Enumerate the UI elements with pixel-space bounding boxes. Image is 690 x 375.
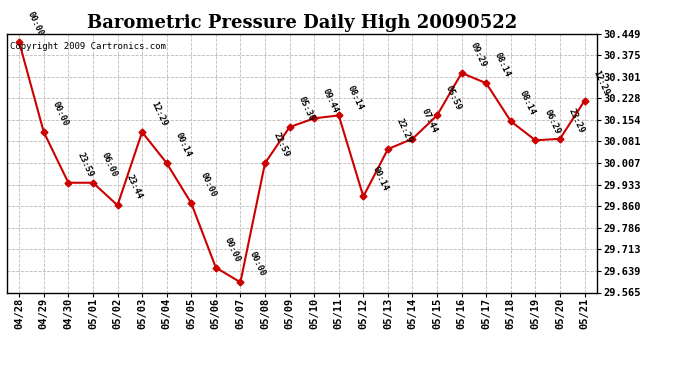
Text: 00:00: 00:00	[51, 100, 70, 128]
Text: 08:14: 08:14	[493, 51, 513, 79]
Text: 12:29: 12:29	[591, 69, 611, 97]
Title: Barometric Pressure Daily High 20090522: Barometric Pressure Daily High 20090522	[87, 14, 517, 32]
Text: 00:00: 00:00	[198, 171, 217, 199]
Text: 05:59: 05:59	[444, 84, 463, 111]
Text: 22:59: 22:59	[272, 131, 291, 159]
Text: 07:44: 07:44	[420, 107, 439, 135]
Text: 08:14: 08:14	[518, 90, 537, 117]
Text: 09:29: 09:29	[469, 41, 488, 69]
Text: Copyright 2009 Cartronics.com: Copyright 2009 Cartronics.com	[10, 42, 166, 51]
Text: 22:29: 22:29	[395, 117, 414, 145]
Text: 00:00: 00:00	[248, 251, 266, 278]
Text: 00:14: 00:14	[174, 131, 193, 159]
Text: 00:00: 00:00	[223, 236, 242, 264]
Text: 09:44: 09:44	[321, 87, 340, 114]
Text: 00:14: 00:14	[371, 165, 390, 192]
Text: 08:14: 08:14	[346, 84, 365, 111]
Text: 23:59: 23:59	[75, 151, 95, 178]
Text: 23:29: 23:29	[567, 107, 586, 135]
Text: 05:30: 05:30	[297, 95, 316, 123]
Text: 06:29: 06:29	[542, 108, 562, 136]
Text: 00:00: 00:00	[26, 10, 46, 38]
Text: 23:44: 23:44	[124, 174, 144, 201]
Text: 12:29: 12:29	[149, 100, 168, 128]
Text: 06:00: 06:00	[100, 151, 119, 178]
